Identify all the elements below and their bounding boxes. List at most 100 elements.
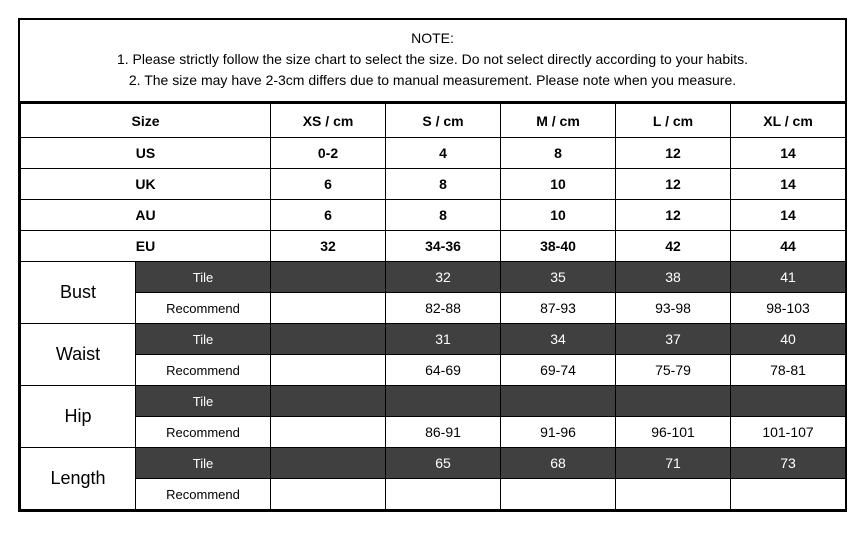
hip-tile-sublabel: Tile [136, 386, 271, 417]
length-tile-l: 71 [616, 448, 731, 479]
header-xs: XS / cm [271, 104, 386, 138]
us-xs: 0-2 [271, 138, 386, 169]
au-xs: 6 [271, 200, 386, 231]
header-row: Size XS / cm S / cm M / cm L / cm XL / c… [21, 104, 846, 138]
length-tile-xl: 73 [731, 448, 846, 479]
hip-recommend-sublabel: Recommend [136, 417, 271, 448]
region-label-eu: EU [21, 231, 271, 262]
waist-rec-l: 75-79 [616, 355, 731, 386]
hip-rec-l: 96-101 [616, 417, 731, 448]
length-rec-m [501, 479, 616, 510]
region-label-au: AU [21, 200, 271, 231]
length-tile-row: Length Tile 65 68 71 73 [21, 448, 846, 479]
uk-m: 10 [501, 169, 616, 200]
waist-label: Waist [21, 324, 136, 386]
header-size: Size [21, 104, 271, 138]
length-recommend-row: Recommend [21, 479, 846, 510]
note-block: NOTE: 1. Please strictly follow the size… [20, 20, 845, 103]
header-m: M / cm [501, 104, 616, 138]
bust-label: Bust [21, 262, 136, 324]
waist-tile-xs [271, 324, 386, 355]
uk-xl: 14 [731, 169, 846, 200]
hip-tile-s [386, 386, 501, 417]
region-label-uk: UK [21, 169, 271, 200]
waist-rec-xl: 78-81 [731, 355, 846, 386]
bust-tile-xs [271, 262, 386, 293]
us-xl: 14 [731, 138, 846, 169]
bust-rec-xl: 98-103 [731, 293, 846, 324]
waist-tile-s: 31 [386, 324, 501, 355]
region-label-us: US [21, 138, 271, 169]
length-rec-l [616, 479, 731, 510]
hip-label: Hip [21, 386, 136, 448]
au-xl: 14 [731, 200, 846, 231]
length-tile-sublabel: Tile [136, 448, 271, 479]
au-l: 12 [616, 200, 731, 231]
size-chart-container: NOTE: 1. Please strictly follow the size… [18, 18, 847, 512]
bust-tile-m: 35 [501, 262, 616, 293]
bust-tile-row: Bust Tile 32 35 38 41 [21, 262, 846, 293]
waist-rec-xs [271, 355, 386, 386]
bust-recommend-row: Recommend 82-88 87-93 93-98 98-103 [21, 293, 846, 324]
bust-tile-sublabel: Tile [136, 262, 271, 293]
us-s: 4 [386, 138, 501, 169]
region-row-eu: EU 32 34-36 38-40 42 44 [21, 231, 846, 262]
eu-xl: 44 [731, 231, 846, 262]
region-row-us: US 0-2 4 8 12 14 [21, 138, 846, 169]
length-tile-xs [271, 448, 386, 479]
hip-tile-xl [731, 386, 846, 417]
header-xl: XL / cm [731, 104, 846, 138]
eu-xs: 32 [271, 231, 386, 262]
bust-rec-m: 87-93 [501, 293, 616, 324]
waist-recommend-row: Recommend 64-69 69-74 75-79 78-81 [21, 355, 846, 386]
uk-xs: 6 [271, 169, 386, 200]
hip-tile-l [616, 386, 731, 417]
hip-rec-m: 91-96 [501, 417, 616, 448]
au-m: 10 [501, 200, 616, 231]
waist-tile-xl: 40 [731, 324, 846, 355]
waist-tile-m: 34 [501, 324, 616, 355]
waist-rec-m: 69-74 [501, 355, 616, 386]
hip-rec-xs [271, 417, 386, 448]
note-line-2: 2. The size may have 2-3cm differs due t… [30, 70, 835, 91]
hip-tile-m [501, 386, 616, 417]
waist-tile-l: 37 [616, 324, 731, 355]
header-s: S / cm [386, 104, 501, 138]
bust-rec-l: 93-98 [616, 293, 731, 324]
waist-tile-row: Waist Tile 31 34 37 40 [21, 324, 846, 355]
length-rec-s [386, 479, 501, 510]
length-label: Length [21, 448, 136, 510]
us-l: 12 [616, 138, 731, 169]
bust-tile-l: 38 [616, 262, 731, 293]
note-title: NOTE: [30, 28, 835, 49]
uk-l: 12 [616, 169, 731, 200]
au-s: 8 [386, 200, 501, 231]
bust-rec-xs [271, 293, 386, 324]
bust-rec-s: 82-88 [386, 293, 501, 324]
length-rec-xs [271, 479, 386, 510]
bust-recommend-sublabel: Recommend [136, 293, 271, 324]
size-chart-table: Size XS / cm S / cm M / cm L / cm XL / c… [20, 103, 846, 510]
hip-rec-s: 86-91 [386, 417, 501, 448]
waist-recommend-sublabel: Recommend [136, 355, 271, 386]
region-row-uk: UK 6 8 10 12 14 [21, 169, 846, 200]
length-tile-s: 65 [386, 448, 501, 479]
eu-l: 42 [616, 231, 731, 262]
hip-tile-xs [271, 386, 386, 417]
uk-s: 8 [386, 169, 501, 200]
length-rec-xl [731, 479, 846, 510]
bust-tile-s: 32 [386, 262, 501, 293]
region-row-au: AU 6 8 10 12 14 [21, 200, 846, 231]
us-m: 8 [501, 138, 616, 169]
length-tile-m: 68 [501, 448, 616, 479]
eu-s: 34-36 [386, 231, 501, 262]
eu-m: 38-40 [501, 231, 616, 262]
waist-tile-sublabel: Tile [136, 324, 271, 355]
length-recommend-sublabel: Recommend [136, 479, 271, 510]
hip-tile-row: Hip Tile [21, 386, 846, 417]
header-l: L / cm [616, 104, 731, 138]
hip-rec-xl: 101-107 [731, 417, 846, 448]
note-line-1: 1. Please strictly follow the size chart… [30, 49, 835, 70]
bust-tile-xl: 41 [731, 262, 846, 293]
hip-recommend-row: Recommend 86-91 91-96 96-101 101-107 [21, 417, 846, 448]
